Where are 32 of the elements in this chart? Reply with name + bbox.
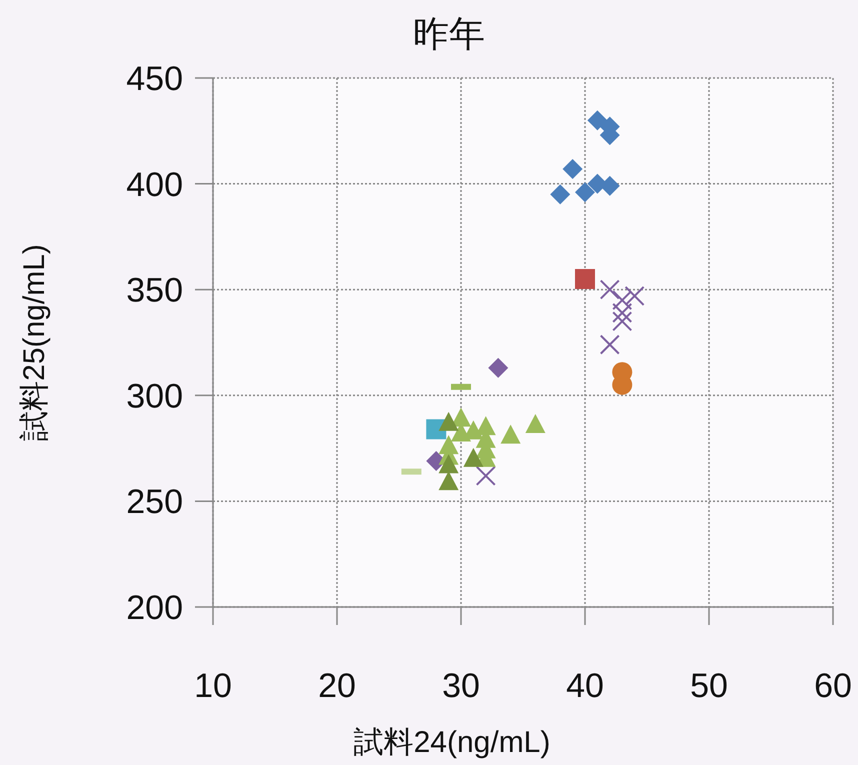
x-tick-label: 40 bbox=[566, 667, 604, 705]
y-tick-label: 200 bbox=[126, 589, 183, 627]
point bbox=[600, 334, 620, 355]
point bbox=[587, 110, 608, 130]
x-tick-label: 30 bbox=[442, 667, 480, 705]
point bbox=[575, 182, 595, 202]
point bbox=[438, 454, 459, 474]
y-tick-label: 450 bbox=[126, 60, 183, 98]
point bbox=[624, 286, 645, 306]
point bbox=[525, 414, 546, 434]
x-axis-title: 試料24(ng/mL) bbox=[354, 726, 550, 759]
point bbox=[600, 280, 620, 300]
y-tick-label: 300 bbox=[126, 377, 183, 416]
point bbox=[612, 302, 632, 323]
point bbox=[488, 358, 508, 378]
x-tick-label: 60 bbox=[814, 667, 852, 705]
y-tick-label: 400 bbox=[126, 166, 183, 204]
point bbox=[476, 466, 496, 486]
x-tick-label: 20 bbox=[318, 667, 356, 705]
point bbox=[575, 269, 595, 290]
point bbox=[500, 424, 521, 444]
x-tick-label: 10 bbox=[194, 667, 232, 705]
point bbox=[550, 184, 570, 204]
y-tick-label: 250 bbox=[126, 483, 183, 522]
point bbox=[463, 448, 484, 467]
x-tick-label: 50 bbox=[690, 667, 728, 705]
y-axis-title: 試料25(ng/mL) bbox=[18, 244, 51, 441]
y-tick-label: 350 bbox=[126, 272, 183, 310]
point bbox=[438, 412, 459, 431]
point bbox=[562, 158, 583, 179]
point bbox=[438, 471, 459, 490]
chart-title: 昨年 bbox=[413, 13, 485, 54]
